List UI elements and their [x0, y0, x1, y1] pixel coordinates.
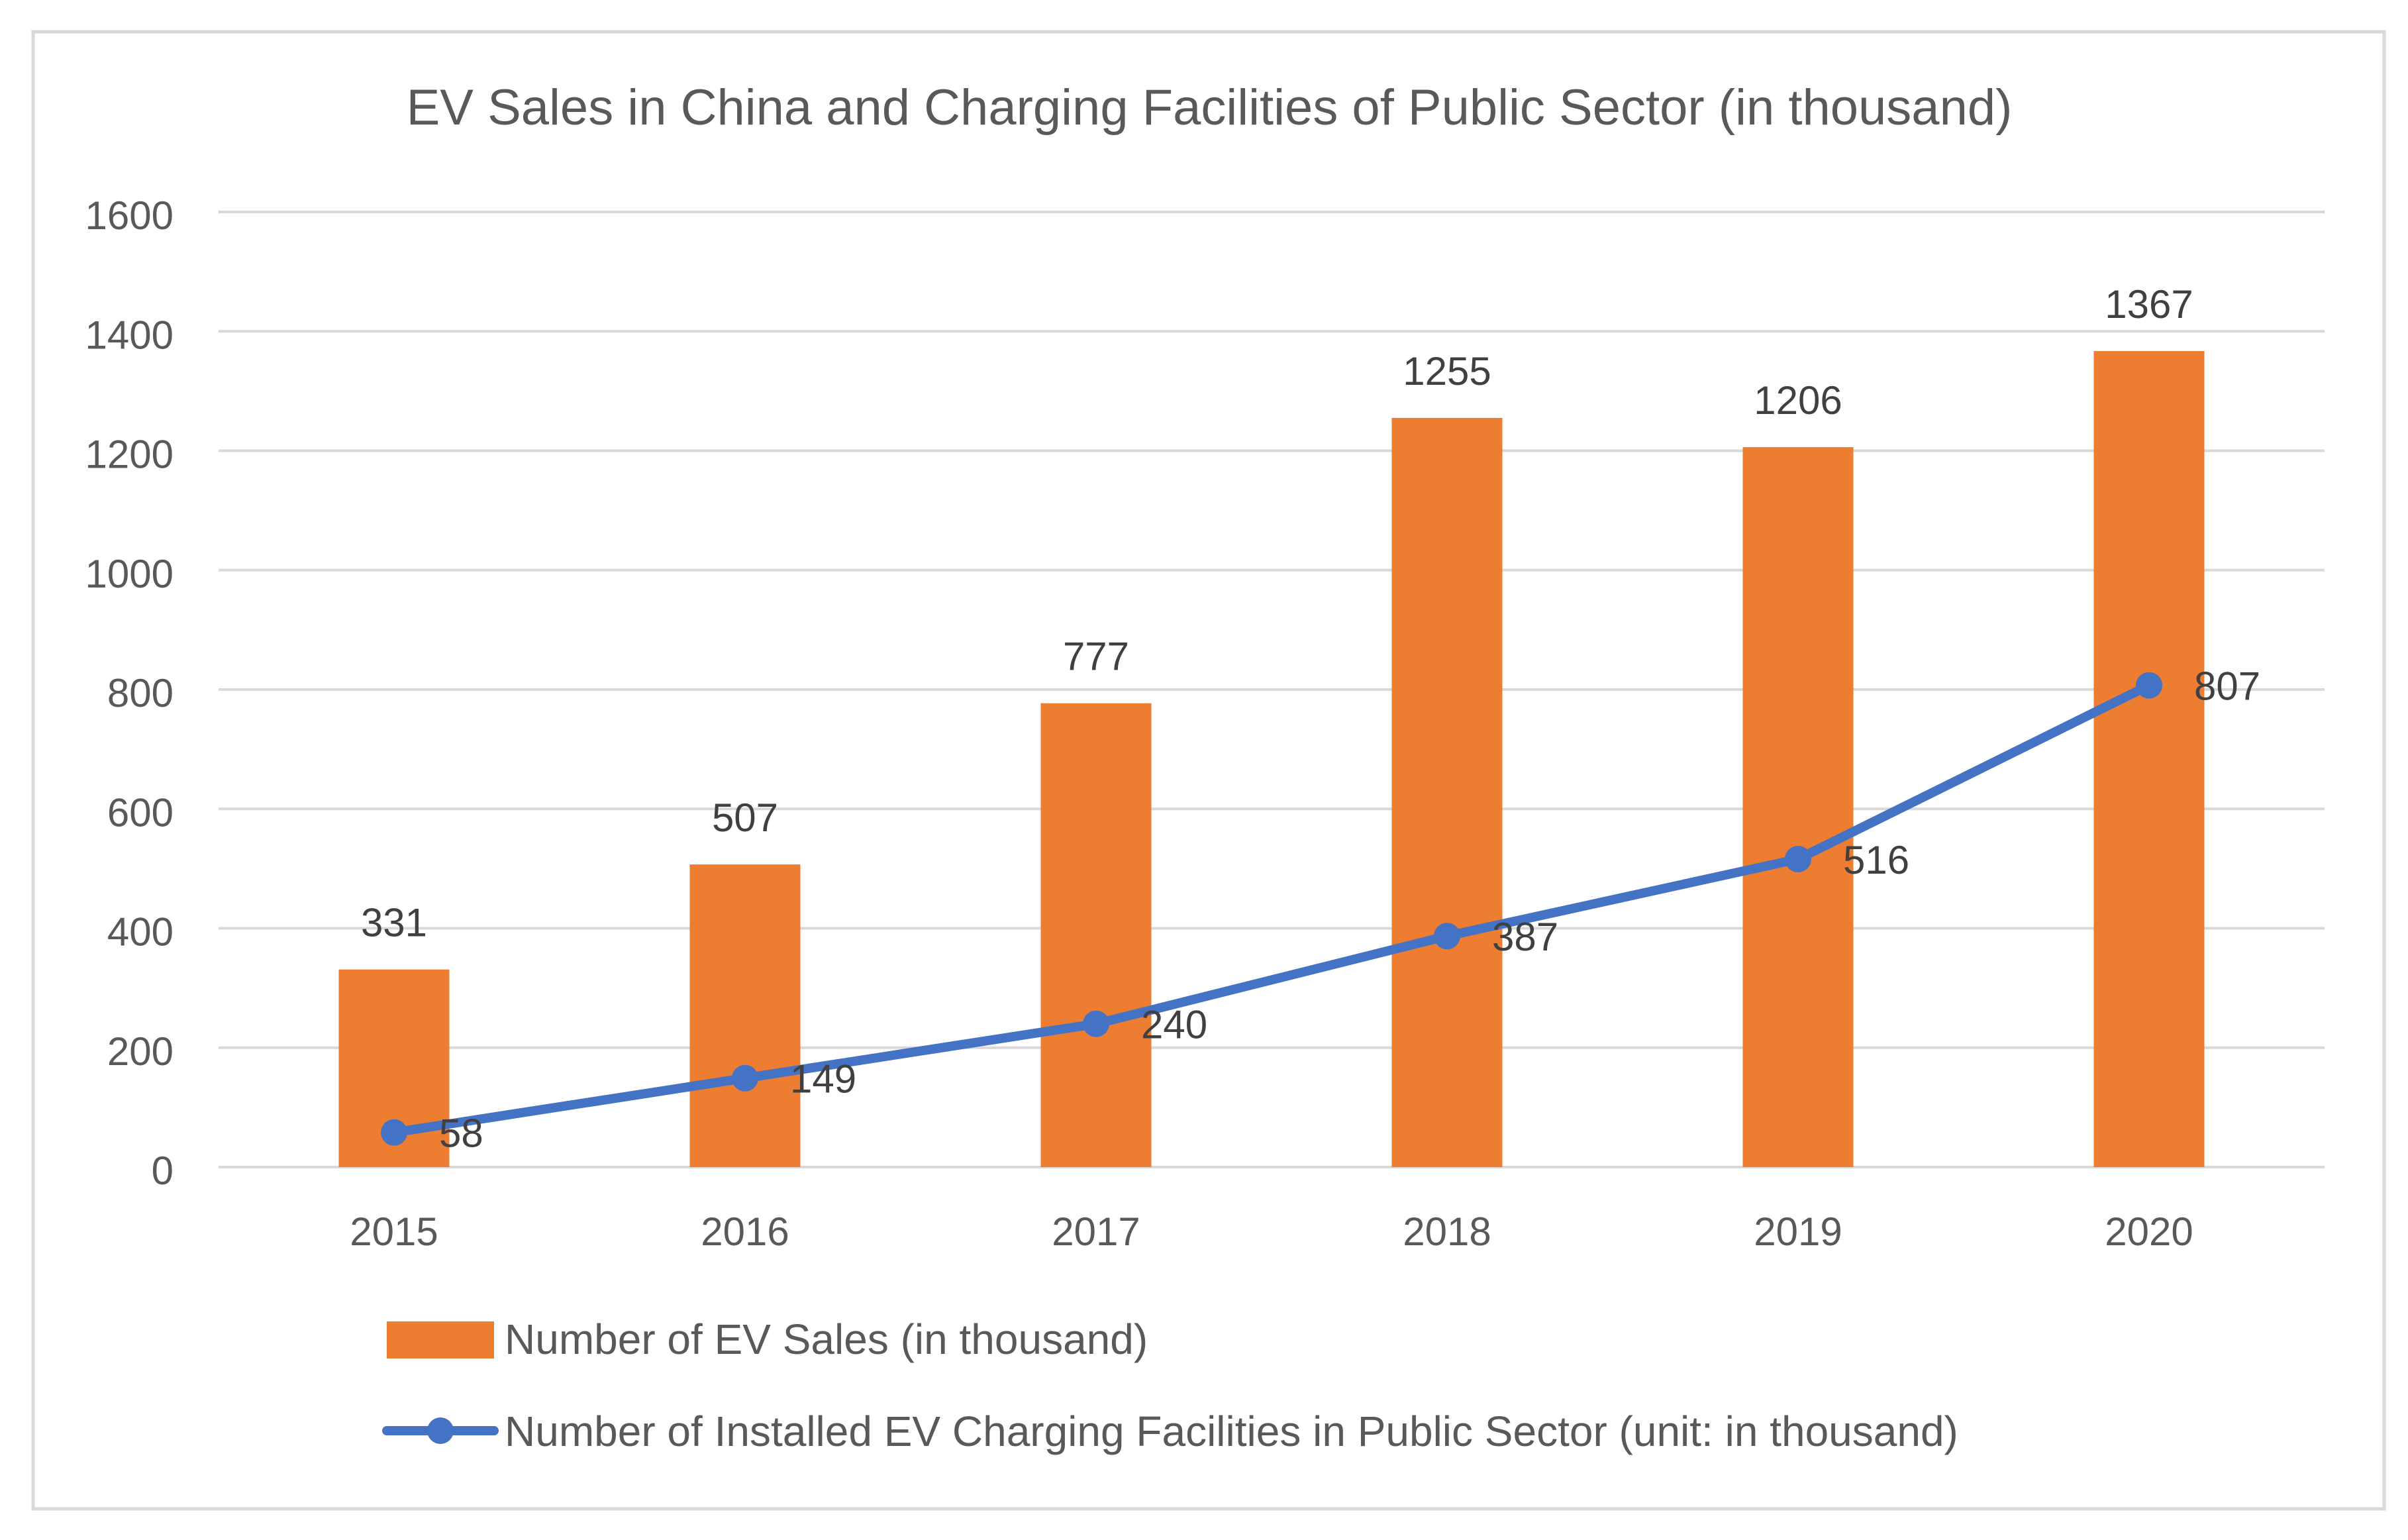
- line-marker: [732, 1064, 758, 1092]
- y-axis-ticks: 0 200 400 600 800 1000 1200 1400 1600: [85, 193, 174, 1193]
- gridlines: [219, 211, 2325, 1168]
- y-tick-label: 800: [107, 671, 174, 715]
- bar: [1040, 703, 1152, 1167]
- chart-frame: [31, 30, 2386, 1511]
- bar-data-label: 1367: [2105, 282, 2193, 327]
- line-data-label: 387: [1492, 915, 1558, 959]
- line-series: [381, 672, 2162, 1146]
- y-tick-label: 1400: [85, 313, 174, 357]
- y-tick-label: 1000: [85, 552, 174, 596]
- line-path: [389, 680, 2154, 1137]
- y-tick-label: 1600: [85, 193, 174, 238]
- x-tick-label: 2018: [1403, 1209, 1491, 1254]
- line-marker: [2136, 672, 2162, 699]
- legend: Number of EV Sales (in thousand) Number o…: [382, 1315, 1958, 1455]
- legend-bar-swatch: [387, 1321, 494, 1359]
- line-marker: [381, 1119, 407, 1146]
- line-data-label: 516: [1843, 838, 1909, 882]
- bar: [2093, 350, 2205, 1168]
- chart-title: EV Sales in China and Charging Facilitie…: [407, 79, 2013, 136]
- y-tick-label: 200: [107, 1029, 174, 1074]
- x-tick-label: 2016: [701, 1209, 789, 1254]
- bar: [1391, 417, 1503, 1167]
- bar-data-label: 331: [361, 901, 427, 945]
- x-tick-label: 2020: [2105, 1209, 2193, 1254]
- bar-data-label: 1255: [1403, 349, 1491, 393]
- y-tick-label: 1200: [85, 433, 174, 477]
- bar: [689, 864, 801, 1167]
- y-tick-label: 0: [152, 1149, 174, 1193]
- line-data-label: 149: [790, 1057, 856, 1102]
- x-tick-label: 2017: [1052, 1209, 1140, 1254]
- legend-line-label: Number of Installed EV Charging Faciliti…: [505, 1408, 1958, 1455]
- legend-bar-label: Number of EV Sales (in thousand): [505, 1315, 1148, 1363]
- line-data-label: 807: [2194, 664, 2260, 709]
- y-tick-label: 400: [107, 910, 174, 954]
- y-tick-label: 600: [107, 790, 174, 835]
- x-tick-label: 2015: [350, 1209, 438, 1254]
- x-tick-label: 2019: [1754, 1209, 1842, 1254]
- legend-line-marker: [427, 1417, 454, 1444]
- bar-data-label: 1206: [1754, 378, 1842, 423]
- x-axis-ticks: 2015 2016 2017 2018 2019 2020: [350, 1209, 2193, 1254]
- line-marker: [1083, 1010, 1109, 1037]
- line-marker: [1434, 923, 1460, 950]
- line-data-label: 240: [1141, 1003, 1207, 1047]
- bar-data-label: 777: [1063, 635, 1129, 679]
- data-labels: 331 507 777 1255 1206 1367 58 149 240 387 516 807: [361, 282, 2260, 1156]
- bar: [1742, 447, 1854, 1167]
- bar-data-label: 507: [712, 796, 778, 840]
- line-marker: [1785, 845, 1811, 872]
- line-data-label: 58: [439, 1111, 483, 1156]
